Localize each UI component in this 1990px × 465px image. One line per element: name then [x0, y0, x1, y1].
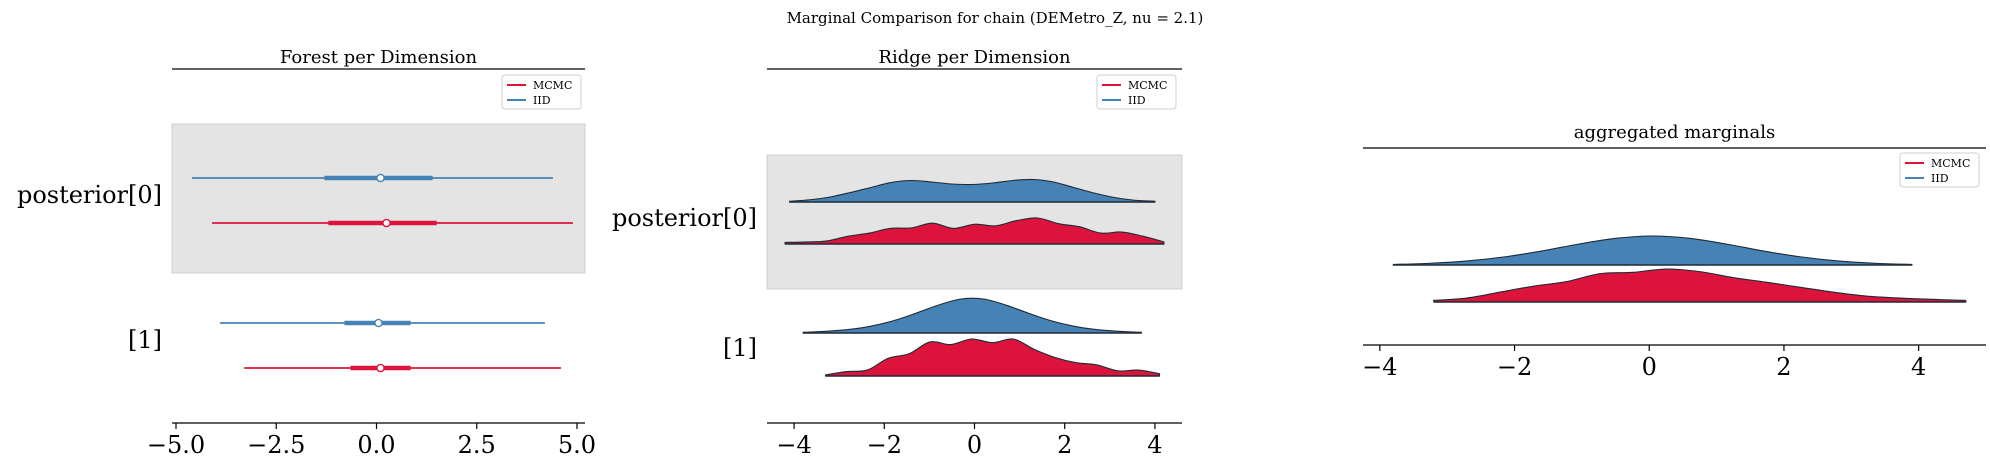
- row-label: [1]: [128, 326, 162, 354]
- density-ridge-mcmc: [1433, 268, 1967, 303]
- panel-title: Forest per Dimension: [280, 47, 478, 68]
- panel-aggregated: aggregated marginals −4 −2 0 2 4 MCMC IID: [1362, 122, 1986, 381]
- row-band: [766, 154, 1183, 290]
- legend-label-mcmc: MCMC: [1931, 157, 1970, 170]
- row-label: [1]: [723, 334, 757, 362]
- median-point-mcmc: [382, 218, 391, 228]
- density-ridge-iid: [802, 297, 1142, 334]
- x-tick-label: −5.0: [147, 431, 205, 459]
- median-point-iid: [376, 173, 385, 183]
- x-tick-label: 0: [1642, 353, 1657, 381]
- panel-forest: Forest per Dimension posterior[0] [1] −5.0 −…: [17, 47, 596, 459]
- legend: MCMC IID: [1899, 152, 1980, 188]
- x-tick-label: 0: [967, 431, 982, 459]
- x-tick-label: −2.5: [247, 431, 305, 459]
- x-tick-label: 2.5: [458, 431, 496, 459]
- x-tick-label: 4: [1147, 431, 1162, 459]
- density-ridge-iid: [1392, 235, 1913, 266]
- x-tick-label: −4: [776, 431, 811, 459]
- x-tick-label: 2: [1057, 431, 1072, 459]
- x-tick-label: −4: [1362, 353, 1397, 381]
- legend: MCMC IID: [1096, 74, 1177, 110]
- x-tick-label: 5.0: [558, 431, 596, 459]
- x-tick-label: 0.0: [357, 431, 395, 459]
- panel-title: aggregated marginals: [1574, 122, 1775, 143]
- panel-title: Ridge per Dimension: [878, 47, 1071, 68]
- median-point-mcmc: [376, 363, 385, 373]
- row-label: posterior[0]: [612, 204, 757, 232]
- x-tick-label: 2: [1776, 353, 1791, 381]
- row-label: posterior[0]: [17, 181, 162, 209]
- median-point-iid: [374, 318, 383, 328]
- figure-title: Marginal Comparison for chain (DEMetro_Z…: [787, 9, 1204, 27]
- legend-label-mcmc: MCMC: [1128, 79, 1167, 92]
- density-ridge-iid: [789, 178, 1156, 203]
- density-ridge-mcmc: [784, 217, 1165, 245]
- legend-label-iid: IID: [1128, 94, 1146, 107]
- x-tick-label: −2: [1497, 353, 1532, 381]
- legend-label-iid: IID: [1931, 172, 1949, 185]
- density-ridge-mcmc: [825, 338, 1160, 377]
- panel-ridge: Ridge per Dimension posterior[0] [1] −4 −2 0 2…: [612, 47, 1183, 459]
- x-tick-label: −2: [867, 431, 902, 459]
- legend: MCMC IID: [501, 74, 582, 110]
- legend-label-iid: IID: [533, 94, 551, 107]
- legend-label-mcmc: MCMC: [533, 79, 572, 92]
- x-tick-label: 4: [1911, 353, 1926, 381]
- row-band: [171, 123, 586, 274]
